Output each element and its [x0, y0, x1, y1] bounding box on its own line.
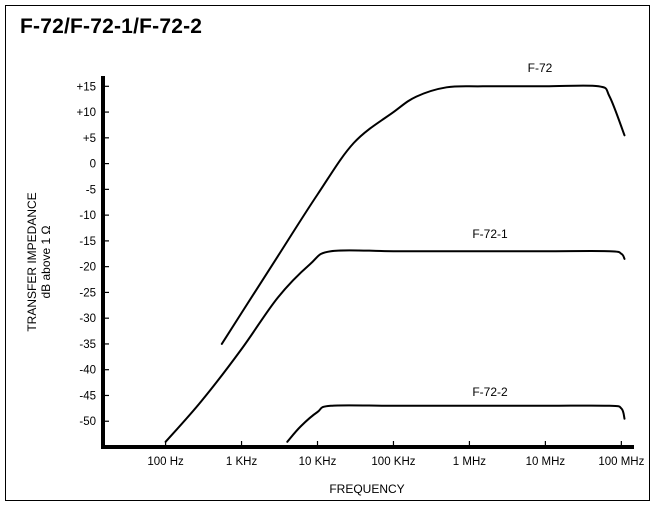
x-tick-label: 10 MHz [526, 456, 566, 468]
y-tick-label: -30 [79, 313, 96, 325]
y-tick-label: -10 [79, 210, 96, 222]
chart-title: F-72/F-72-1/F-72-2 [20, 15, 203, 38]
x-axis-title: FREQUENCY [329, 482, 404, 496]
series-line-f-72 [220, 84, 626, 345]
x-tick-label: 1 MHz [453, 456, 486, 468]
y-tick-label: -15 [79, 236, 96, 248]
x-tick-label: 100 Hz [147, 456, 184, 468]
y-tick-label: -50 [79, 416, 96, 428]
series-label-f-72: F-72 [528, 61, 553, 75]
chart-frame [5, 5, 650, 501]
y-axis-title-line: dB above 1 Ω [39, 225, 53, 298]
x-tick-label: 10 KHz [299, 456, 337, 468]
y-axis-title-line: TRANSFER IMPEDANCE [25, 192, 39, 331]
series-lines [164, 84, 626, 443]
y-tick-label: 0 [90, 159, 96, 171]
y-tick-label: -40 [79, 365, 96, 377]
y-tick-label: -5 [86, 184, 96, 196]
series-label-f-72-2: F-72-2 [472, 385, 508, 399]
y-tick-label: -45 [79, 390, 96, 402]
y-tick-label: -25 [79, 287, 96, 299]
y-axis-title: TRANSFER IMPEDANCEdB above 1 Ω [25, 192, 53, 331]
y-tick-label: +10 [76, 107, 96, 119]
x-tick-label: 100 MHz [598, 456, 644, 468]
series-line-f-72-2 [286, 404, 626, 443]
chart-labels: +15 +10 +5 0 -5 -10 -15 -20 -25 -30 -35 -40 -45 -50 10… [25, 61, 645, 496]
series-line-f-72-1 [164, 249, 626, 443]
x-tick-label: 1 KHz [226, 456, 258, 468]
y-tick-label: -35 [79, 339, 96, 351]
y-tick-label: -20 [79, 262, 96, 274]
y-tick-label: +15 [76, 81, 96, 93]
y-tick-label: +5 [83, 133, 96, 145]
series-label-f-72-1: F-72-1 [472, 227, 508, 241]
x-tick-label: 100 KHz [371, 456, 415, 468]
